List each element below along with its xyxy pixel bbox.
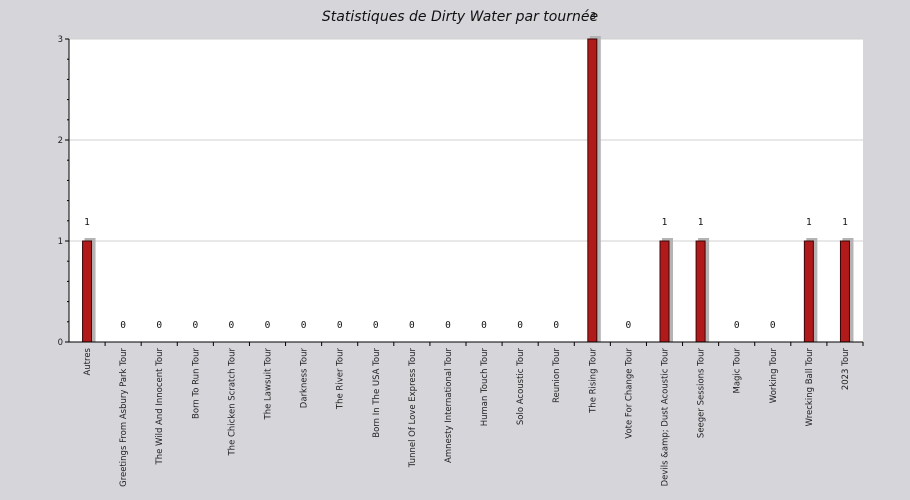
x-tick-label-15: Vote For Change Tour bbox=[624, 348, 634, 439]
x-tick-label-1: Greetings From Asbury Park Tour bbox=[119, 348, 129, 487]
x-tick-label-17: Seeger Sessions Tour bbox=[697, 348, 707, 439]
y-tick-label-3: 3 bbox=[58, 35, 63, 45]
bar-0 bbox=[82, 240, 93, 343]
bar-16 bbox=[659, 240, 670, 343]
x-tick-label-7: The River Tour bbox=[336, 348, 346, 411]
x-tick-label-0: Autres bbox=[83, 347, 93, 375]
data-label-9: 0 bbox=[409, 320, 415, 331]
x-tick-label-21: 2023 Tour bbox=[841, 348, 851, 391]
data-label-0: 1 bbox=[84, 217, 90, 228]
data-label-10: 0 bbox=[445, 320, 451, 331]
x-tick-label-18: Magic Tour bbox=[733, 348, 743, 394]
x-tick-label-3: Born To Run Tour bbox=[191, 348, 201, 419]
x-tick-label-9: Tunnel Of Love Express Tour bbox=[408, 348, 418, 469]
bar-17 bbox=[695, 240, 706, 343]
grid-lines bbox=[69, 38, 863, 242]
x-tick-label-8: Born In The USA Tour bbox=[372, 348, 382, 438]
data-label-6: 0 bbox=[301, 320, 307, 331]
bar-20 bbox=[803, 240, 814, 343]
bar-21 bbox=[839, 240, 850, 343]
labels-group: 0 1 2 3 1 Autres 0 Greetings From Asbury Park T… bbox=[58, 11, 851, 487]
x-tick-label-13: Reunion Tour bbox=[552, 348, 562, 404]
x-tick-label-12: Solo Acoustic Tour bbox=[516, 348, 526, 426]
data-label-11: 0 bbox=[481, 320, 487, 331]
data-label-19: 0 bbox=[770, 320, 776, 331]
bars-group bbox=[82, 36, 854, 343]
data-label-15: 0 bbox=[626, 320, 632, 331]
y-tick-label-0: 0 bbox=[58, 338, 63, 348]
data-label-3: 0 bbox=[192, 320, 198, 331]
x-tick-label-14: The Rising Tour bbox=[588, 348, 598, 414]
data-label-16: 1 bbox=[662, 217, 668, 228]
data-label-14: 3 bbox=[590, 11, 596, 22]
plot-area bbox=[69, 39, 863, 342]
x-tick-label-6: Darkness Tour bbox=[300, 348, 310, 409]
axes-group bbox=[65, 38, 864, 346]
data-label-20: 1 bbox=[806, 217, 812, 228]
x-tick-label-20: Wrecking Ball Tour bbox=[805, 348, 815, 427]
x-tick-label-10: Amnesty International Tour bbox=[444, 348, 454, 463]
data-label-1: 0 bbox=[120, 320, 126, 331]
x-tick-label-2: The Wild And Innocent Tour bbox=[155, 348, 165, 466]
data-label-12: 0 bbox=[517, 320, 523, 331]
data-label-13: 0 bbox=[553, 320, 559, 331]
y-tick-label-2: 2 bbox=[58, 136, 63, 146]
data-label-2: 0 bbox=[156, 320, 162, 331]
data-label-21: 1 bbox=[842, 217, 848, 228]
data-label-4: 0 bbox=[229, 320, 235, 331]
y-tick-label-1: 1 bbox=[58, 237, 63, 247]
data-label-18: 0 bbox=[734, 320, 740, 331]
x-tick-label-4: The Chicken Scratch Tour bbox=[227, 348, 237, 457]
bar-14 bbox=[587, 38, 598, 343]
x-tick-label-19: Working Tour bbox=[769, 347, 779, 403]
data-label-7: 0 bbox=[337, 320, 343, 331]
data-label-17: 1 bbox=[698, 217, 704, 228]
data-label-8: 0 bbox=[373, 320, 379, 331]
x-tick-label-11: Human Touch Tour bbox=[480, 348, 490, 427]
x-tick-label-16: Devils &amp; Dust Acoustic Tour bbox=[661, 347, 671, 486]
x-tick-label-5: The Lawsuit Tour bbox=[264, 347, 274, 420]
chart-title: Statistiques de Dirty Water par tournée bbox=[322, 9, 598, 25]
data-label-5: 0 bbox=[265, 320, 271, 331]
